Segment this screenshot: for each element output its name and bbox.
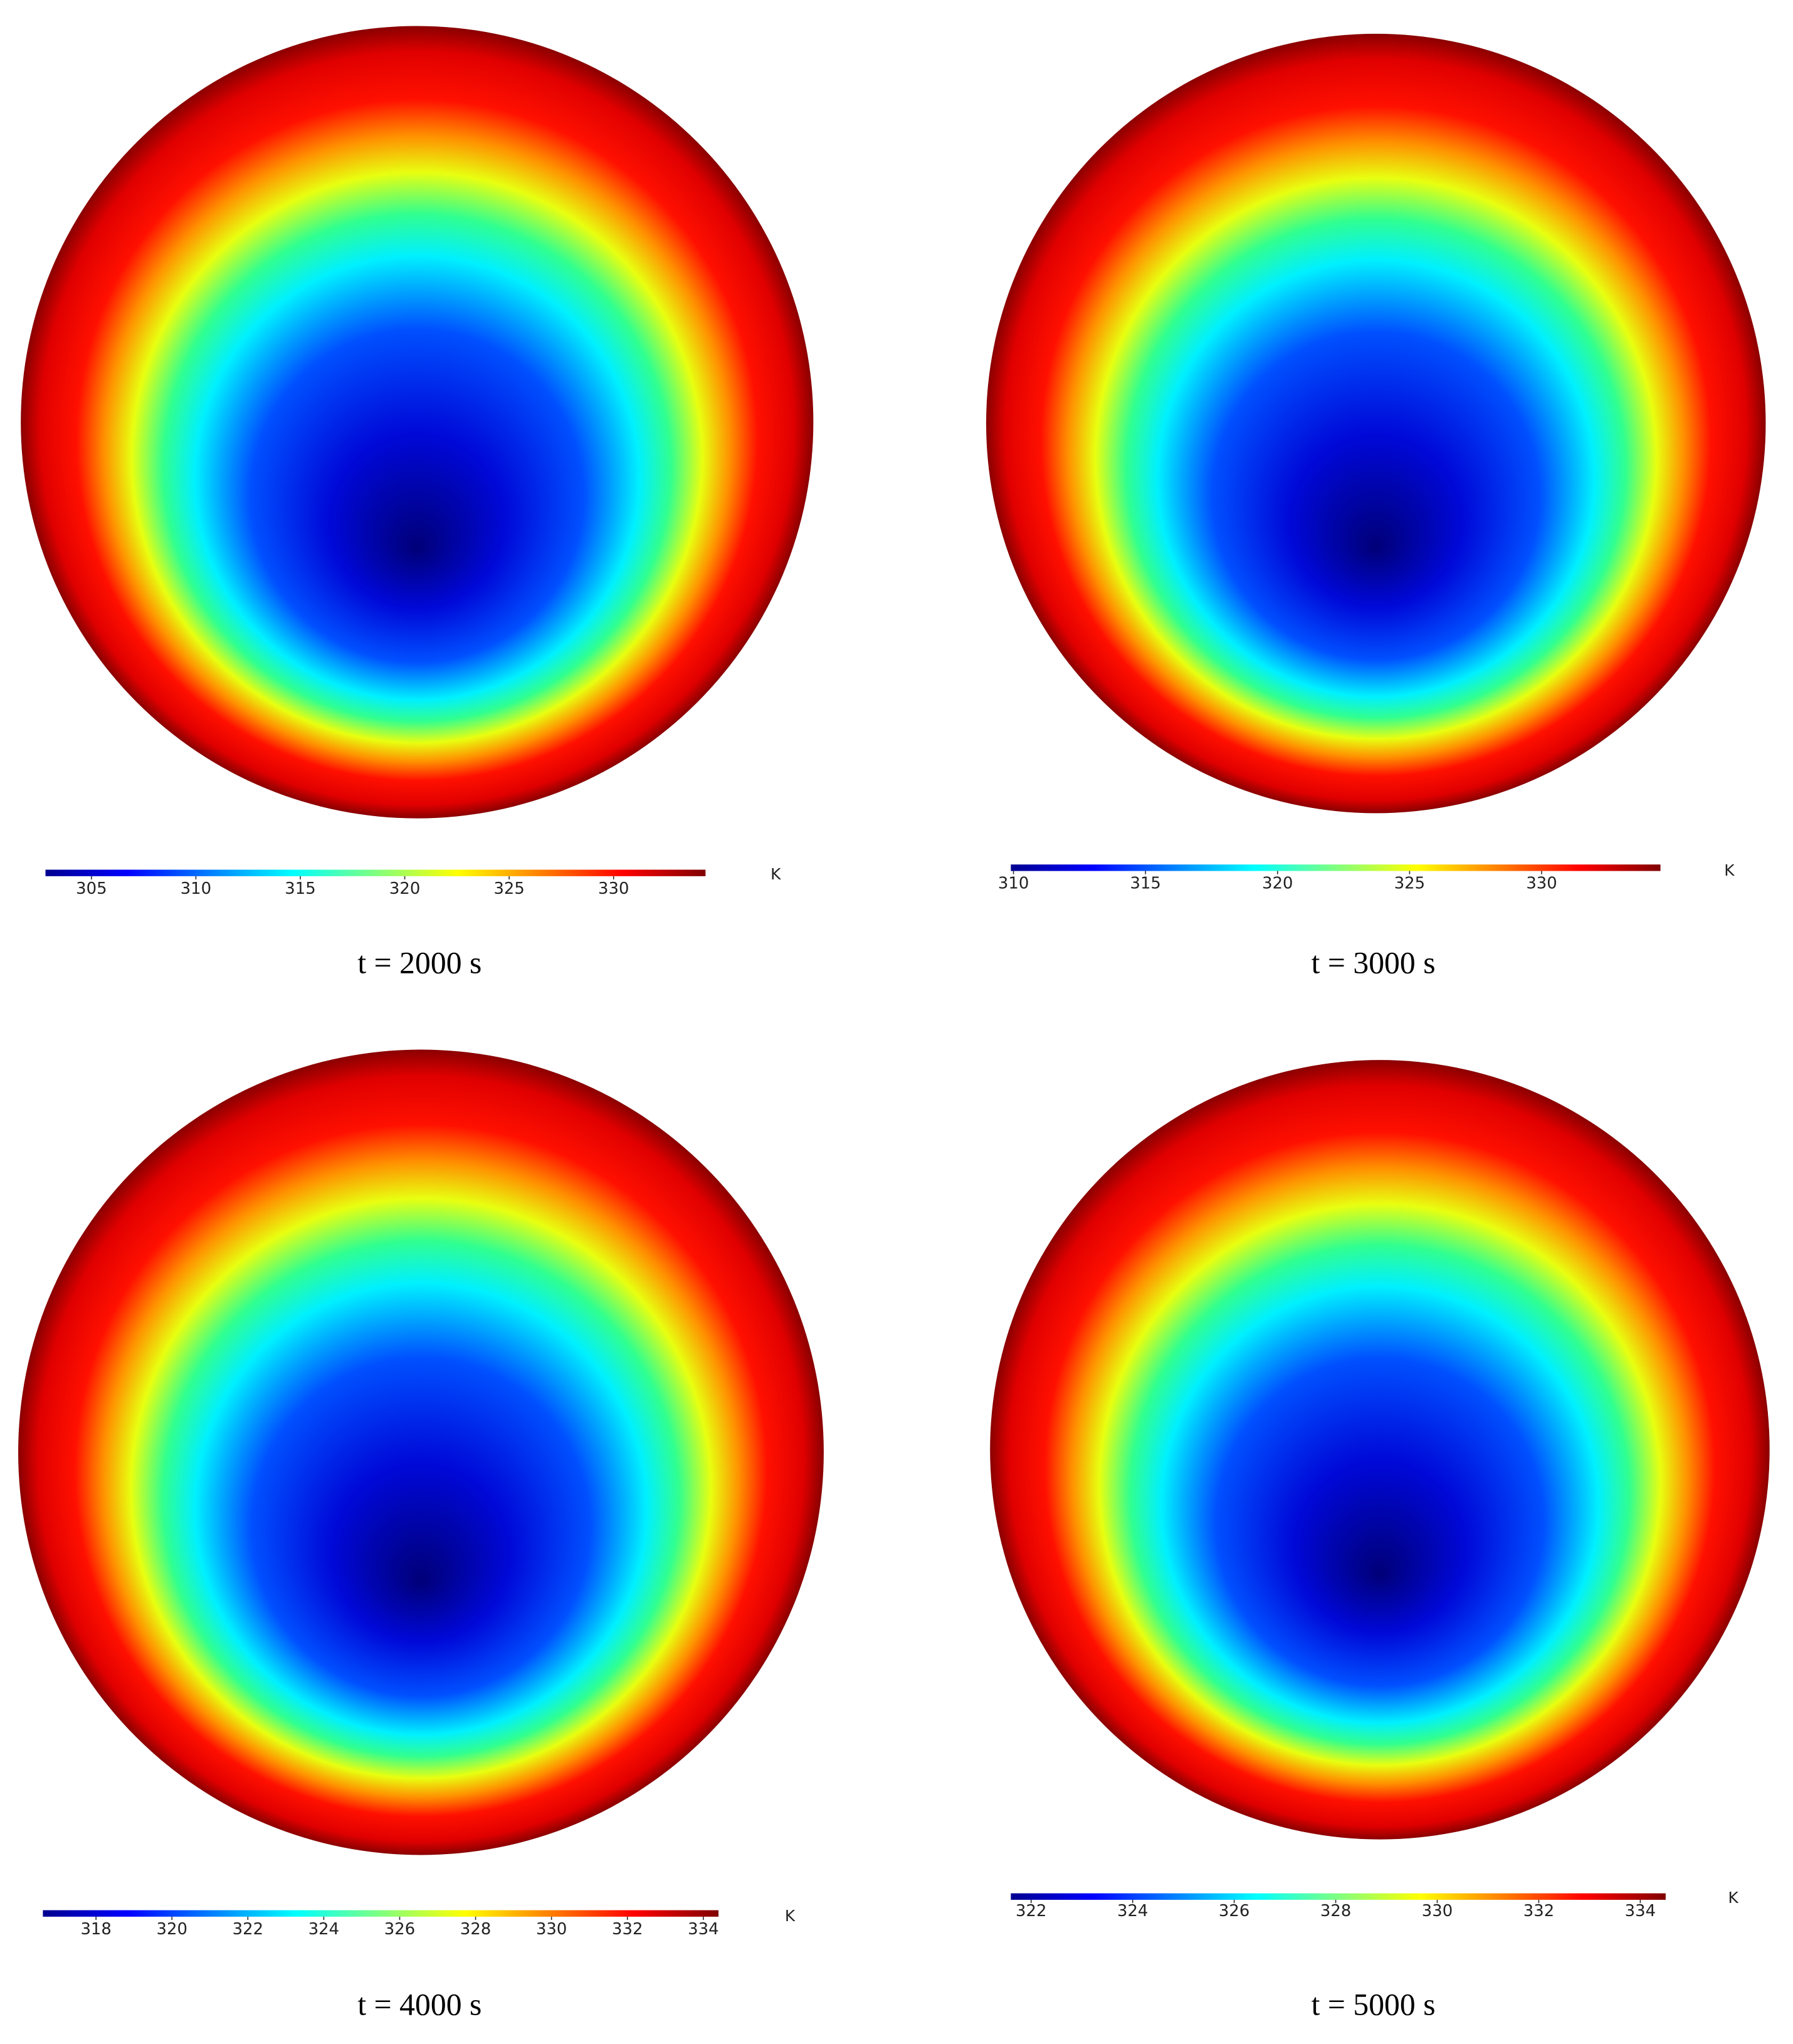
colorbar-tick-label: 320	[157, 1920, 187, 1939]
colorbar-unit: K	[770, 865, 781, 883]
colorbar-unit: K	[1724, 861, 1735, 879]
colorbar-tick-label: 310	[998, 874, 1029, 893]
colorbar	[45, 869, 706, 876]
colorbar-tick-label: 328	[1320, 1902, 1351, 1921]
colorbar-tick-label: 315	[1130, 874, 1160, 893]
colorbar-tick-label: 330	[536, 1920, 567, 1939]
colorbar-tick-label: 330	[1526, 874, 1557, 893]
colorbar-tick-label: 334	[1625, 1902, 1656, 1921]
colorbar	[1011, 864, 1661, 871]
colorbar	[1011, 1893, 1666, 1900]
colorbar-tick-label: 320	[1262, 874, 1293, 893]
colorbar-unit: K	[785, 1907, 796, 1925]
panel: 305 310 315 320 325 330 Kt = 2000 s	[21, 26, 814, 980]
colorbar-tick-label: 326	[1219, 1902, 1249, 1921]
colorbar-tick-label: 330	[598, 879, 629, 898]
colorbar-tick-label: 310	[181, 879, 211, 898]
panel-caption: t = 5000 s	[1312, 1987, 1436, 2021]
colorbar-tick-label: 326	[384, 1920, 415, 1939]
colorbar-tick-label: 315	[285, 879, 315, 898]
panel-caption: t = 4000 s	[357, 1987, 481, 2021]
colorbar-tick-label: 324	[1117, 1902, 1148, 1921]
temperature-field	[18, 1049, 824, 1855]
colorbar-tick-label: 322	[233, 1920, 263, 1939]
colorbar-tick-label: 334	[688, 1920, 718, 1939]
colorbar-tick-label: 332	[1523, 1902, 1554, 1921]
temperature-field	[21, 26, 814, 819]
colorbar-tick-label: 305	[76, 879, 107, 898]
colorbar-tick-label: 324	[308, 1920, 339, 1939]
colorbar-tick-label: 320	[389, 879, 420, 898]
panel: 322 324 326 328 330 332 334 Kt = 5000 s	[990, 1060, 1770, 2021]
colorbar-tick-label: 330	[1422, 1902, 1453, 1921]
panel: 318 320 322 324 326 328 330 332 334 Kt = 4000 s	[18, 1049, 824, 2021]
panel-caption: t = 2000 s	[357, 945, 481, 980]
colorbar-tick-label: 325	[493, 879, 524, 898]
temperature-field	[990, 1060, 1770, 1840]
colorbar-tick-label: 318	[80, 1920, 111, 1939]
colorbar-tick-label: 328	[460, 1920, 491, 1939]
temperature-field	[986, 33, 1766, 814]
colorbar-tick-label: 332	[612, 1920, 643, 1939]
panel: 310 315 320 325 330 Kt = 3000 s	[986, 33, 1766, 980]
colorbar-unit: K	[1728, 1889, 1739, 1907]
panel-caption: t = 3000 s	[1312, 945, 1436, 980]
colorbar-tick-label: 322	[1016, 1902, 1046, 1921]
colorbar-tick-label: 325	[1394, 874, 1425, 893]
colorbar	[43, 1910, 719, 1917]
